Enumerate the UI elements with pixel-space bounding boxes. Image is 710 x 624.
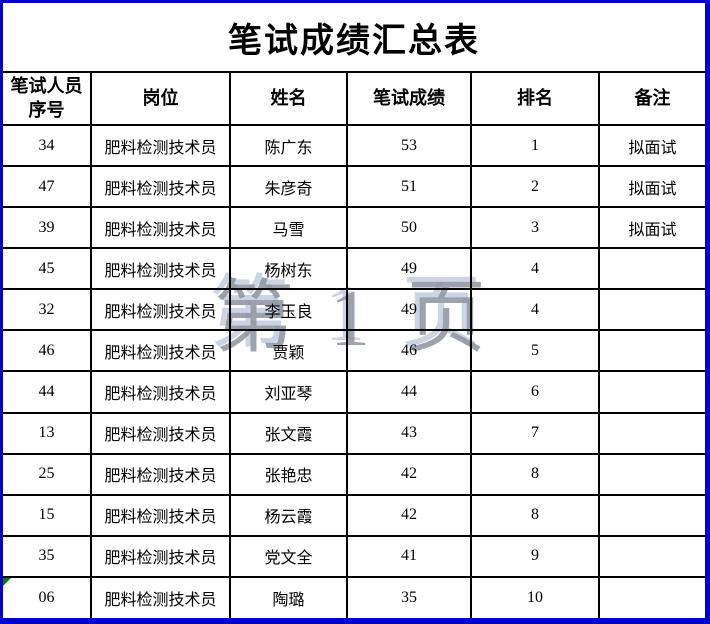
- cell-serial[interactable]: 34: [3, 123, 92, 168]
- cell-serial[interactable]: 15: [3, 493, 92, 537]
- cell-serial[interactable]: 13: [3, 411, 92, 455]
- cell-rank[interactable]: 1: [470, 123, 600, 168]
- cell-position[interactable]: 肥料检测技术员: [90, 165, 231, 209]
- header-position[interactable]: 岗位: [90, 71, 231, 126]
- cell-serial[interactable]: 32: [3, 288, 92, 332]
- cell-position[interactable]: 肥料检测技术员: [90, 370, 231, 414]
- cell-name[interactable]: 贾颖: [229, 329, 348, 373]
- cell-serial[interactable]: 45: [3, 247, 92, 291]
- table-row: 39 肥料检测技术员 马雪 50 3 拟面试: [3, 206, 705, 250]
- cell-remark[interactable]: 拟面试: [598, 165, 705, 209]
- cell-remark[interactable]: 拟面试: [598, 123, 705, 168]
- cell-score[interactable]: 49: [346, 247, 472, 291]
- number-as-text-indicator-icon: [5, 578, 11, 586]
- table-title[interactable]: 笔试成绩汇总表: [3, 3, 705, 73]
- cell-rank[interactable]: 7: [470, 411, 600, 455]
- cell-remark[interactable]: [598, 534, 705, 578]
- cell-score[interactable]: 46: [346, 329, 472, 373]
- cell-rank[interactable]: 6: [470, 370, 600, 414]
- header-row: 笔试人员 序号 岗位 姓名 笔试成绩 排名 备注: [3, 71, 705, 126]
- cell-remark[interactable]: 拟面试: [598, 206, 705, 250]
- cell-name[interactable]: 刘亚琴: [229, 370, 348, 414]
- cell-position[interactable]: 肥料检测技术员: [90, 288, 231, 332]
- cell-position[interactable]: 肥料检测技术员: [90, 452, 231, 496]
- cell-remark[interactable]: [598, 575, 705, 618]
- header-name[interactable]: 姓名: [229, 71, 348, 126]
- header-score[interactable]: 笔试成绩: [346, 71, 472, 126]
- cell-position[interactable]: 肥料检测技术员: [90, 411, 231, 455]
- cell-position[interactable]: 肥料检测技术员: [90, 534, 231, 578]
- cell-name[interactable]: 马雪: [229, 206, 348, 250]
- cell-name[interactable]: 张艳忠: [229, 452, 348, 496]
- cell-position[interactable]: 肥料检测技术员: [90, 575, 231, 618]
- cell-position[interactable]: 肥料检测技术员: [90, 493, 231, 537]
- cell-serial[interactable]: 46: [3, 329, 92, 373]
- cell-rank[interactable]: 8: [470, 452, 600, 496]
- cell-position[interactable]: 肥料检测技术员: [90, 123, 231, 168]
- cell-position[interactable]: 肥料检测技术员: [90, 329, 231, 373]
- table-row: 46 肥料检测技术员 贾颖 46 5: [3, 329, 705, 373]
- header-remark[interactable]: 备注: [598, 71, 705, 126]
- cell-name[interactable]: 杨树东: [229, 247, 348, 291]
- cell-score[interactable]: 51: [346, 165, 472, 209]
- cell-remark[interactable]: [598, 493, 705, 537]
- cell-score[interactable]: 42: [346, 452, 472, 496]
- table-row: 32 肥料检测技术员 李玉良 49 4: [3, 288, 705, 332]
- cell-name[interactable]: 陈广东: [229, 123, 348, 168]
- cell-rank[interactable]: 8: [470, 493, 600, 537]
- score-table: 笔试成绩汇总表 笔试人员 序号 岗位 姓名 笔试成绩 排名 备注 34 肥料检测技术员 陈广东…: [3, 3, 705, 618]
- cell-position[interactable]: 肥料检测技术员: [90, 206, 231, 250]
- cell-serial[interactable]: 35: [3, 534, 92, 578]
- table-row: 34 肥料检测技术员 陈广东 53 1 拟面试: [3, 123, 705, 168]
- cell-score[interactable]: 41: [346, 534, 472, 578]
- cell-position[interactable]: 肥料检测技术员: [90, 247, 231, 291]
- cell-remark[interactable]: [598, 247, 705, 291]
- cell-score[interactable]: 49: [346, 288, 472, 332]
- table-row: 15 肥料检测技术员 杨云霞 42 8: [3, 493, 705, 537]
- cell-remark[interactable]: [598, 329, 705, 373]
- cell-rank[interactable]: 9: [470, 534, 600, 578]
- cell-score[interactable]: 53: [346, 123, 472, 168]
- title-row: 笔试成绩汇总表: [3, 3, 705, 73]
- cell-remark[interactable]: [598, 452, 705, 496]
- cell-score[interactable]: 42: [346, 493, 472, 537]
- cell-remark[interactable]: [598, 370, 705, 414]
- cell-serial[interactable]: 47: [3, 165, 92, 209]
- cell-remark[interactable]: [598, 288, 705, 332]
- cell-rank[interactable]: 2: [470, 165, 600, 209]
- cell-score[interactable]: 44: [346, 370, 472, 414]
- cell-rank[interactable]: 5: [470, 329, 600, 373]
- cell-name[interactable]: 陶璐: [229, 575, 348, 618]
- cell-serial[interactable]: 25: [3, 452, 92, 496]
- cell-rank[interactable]: 3: [470, 206, 600, 250]
- cell-name[interactable]: 李玉良: [229, 288, 348, 332]
- cell-rank[interactable]: 4: [470, 247, 600, 291]
- table-row: 13 肥料检测技术员 张文霞 43 7: [3, 411, 705, 455]
- cell-remark[interactable]: [598, 411, 705, 455]
- table-row: 45 肥料检测技术员 杨树东 49 4: [3, 247, 705, 291]
- table-row: 44 肥料检测技术员 刘亚琴 44 6: [3, 370, 705, 414]
- table-row: 47 肥料检测技术员 朱彦奇 51 2 拟面试: [3, 165, 705, 209]
- cell-serial[interactable]: 06: [3, 575, 92, 618]
- cell-rank[interactable]: 4: [470, 288, 600, 332]
- cell-score[interactable]: 43: [346, 411, 472, 455]
- cell-score[interactable]: 35: [346, 575, 472, 618]
- header-serial[interactable]: 笔试人员 序号: [3, 71, 92, 126]
- cell-serial[interactable]: 39: [3, 206, 92, 250]
- table-row: 35 肥料检测技术员 党文全 41 9: [3, 534, 705, 578]
- cell-name[interactable]: 张文霞: [229, 411, 348, 455]
- cell-serial[interactable]: 44: [3, 370, 92, 414]
- cell-score[interactable]: 50: [346, 206, 472, 250]
- cell-name[interactable]: 杨云霞: [229, 493, 348, 537]
- header-rank[interactable]: 排名: [470, 71, 600, 126]
- cell-name[interactable]: 朱彦奇: [229, 165, 348, 209]
- table-body: 34 肥料检测技术员 陈广东 53 1 拟面试 47 肥料检测技术员 朱彦奇 51 2 拟面试 39 肥料…: [3, 123, 705, 618]
- cell-name[interactable]: 党文全: [229, 534, 348, 578]
- table-row: 25 肥料检测技术员 张艳忠 42 8: [3, 452, 705, 496]
- table-row: 06 肥料检测技术员 陶璐 35 10: [3, 575, 705, 618]
- cell-rank[interactable]: 10: [470, 575, 600, 618]
